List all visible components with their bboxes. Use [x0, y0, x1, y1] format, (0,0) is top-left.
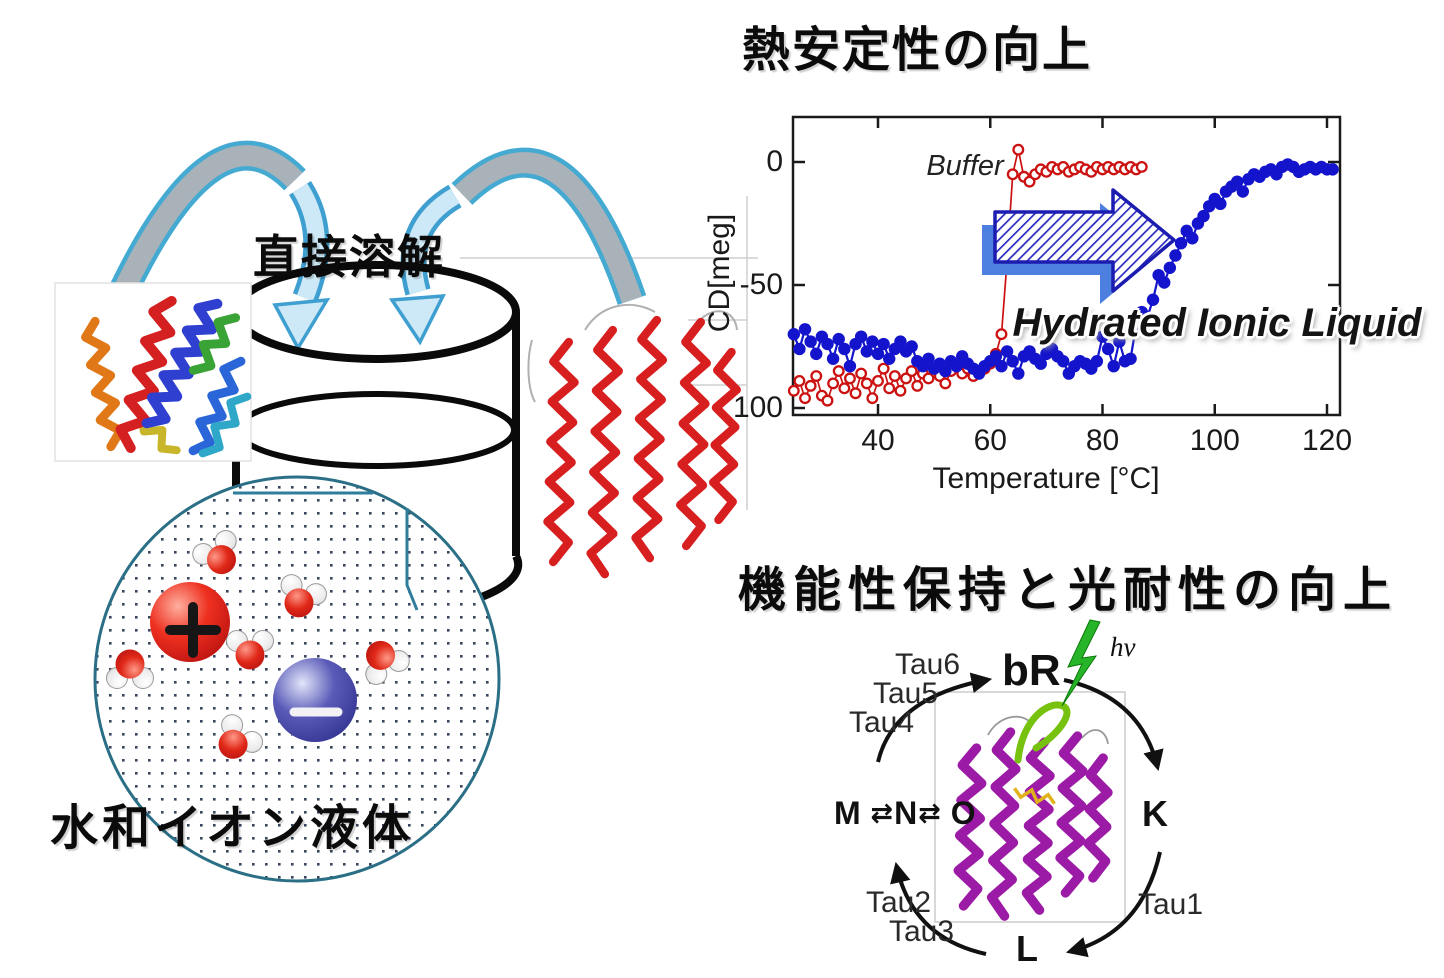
- exchange-arrow-icon: ⇄: [918, 798, 941, 829]
- x-tick-label: 120: [1301, 424, 1353, 457]
- y-tick-label: 100: [732, 391, 783, 424]
- y-tick-label: 0: [766, 145, 783, 178]
- tau5-label: Tau5: [873, 677, 939, 710]
- red-protein-structure: [527, 303, 741, 579]
- cd-temperature-chart: [787, 115, 1342, 417]
- state-chain-MNO: M ⇄N⇄ O: [834, 795, 976, 832]
- cycle-arrows: [876, 672, 1164, 958]
- x-tick-label: 80: [1085, 424, 1120, 457]
- state-K: K: [1142, 793, 1168, 834]
- water-molecule: [106, 649, 154, 689]
- state-L: L: [1016, 928, 1038, 969]
- functionality-title: 機能性保持と光耐性の向上: [738, 564, 1399, 617]
- cation-plus-symbol: [165, 602, 221, 658]
- dissolution-arches: [104, 140, 647, 309]
- water-molecule: [192, 529, 237, 575]
- lightning-bolt-icon: [1061, 619, 1101, 707]
- y-tick-label: -50: [739, 268, 783, 301]
- rainbow-protein-structure: [54, 282, 252, 462]
- anion-sphere: [273, 658, 357, 742]
- pour-arrows: [272, 181, 462, 352]
- retinal-chromophore: [1013, 787, 1056, 805]
- direct-dissolution-label: 直接溶解: [253, 231, 445, 283]
- water-molecule: [280, 574, 327, 618]
- water-molecule: [226, 630, 274, 670]
- photocycle-diagram: [876, 619, 1164, 958]
- hv-photon-label: hν: [1110, 632, 1136, 662]
- state-bR: bR: [1002, 646, 1061, 695]
- water-molecule: [218, 714, 264, 759]
- magnifier-callout-lines: [233, 491, 419, 611]
- tau3-label: Tau3: [889, 915, 955, 948]
- thermal-stability-title: 熱安定性の向上: [742, 24, 1093, 77]
- green-ribbon: [1014, 701, 1071, 764]
- improvement-arrow: [982, 188, 1176, 304]
- hydrated-ionic-liquid-series: [787, 158, 1339, 380]
- tau4-label: Tau4: [849, 706, 915, 739]
- hydrated-ionic-liquid-jp-label: 水和イオン液体: [50, 802, 415, 855]
- x-tick-label: 40: [861, 424, 895, 457]
- state-N: N: [894, 795, 918, 831]
- tau6-label: Tau6: [895, 648, 961, 681]
- exchange-arrow-icon: ⇄: [870, 798, 894, 829]
- tau1-label: Tau1: [1138, 888, 1204, 921]
- water-molecules: [106, 529, 410, 759]
- x-axis-label: Temperature [°C]: [932, 462, 1160, 495]
- state-M: M: [834, 795, 861, 831]
- hydrated-ionic-liquid-annotation: Hydrated Ionic Liquid: [1012, 301, 1422, 345]
- state-O: O: [950, 795, 976, 831]
- ionic-liquid-circle: [93, 475, 501, 883]
- x-tick-label: 100: [1189, 424, 1240, 457]
- buffer-annotation: Buffer: [926, 150, 1004, 182]
- tau2-label: Tau2: [866, 886, 932, 919]
- x-tick-label: 60: [973, 424, 1007, 457]
- water-molecule: [365, 640, 410, 686]
